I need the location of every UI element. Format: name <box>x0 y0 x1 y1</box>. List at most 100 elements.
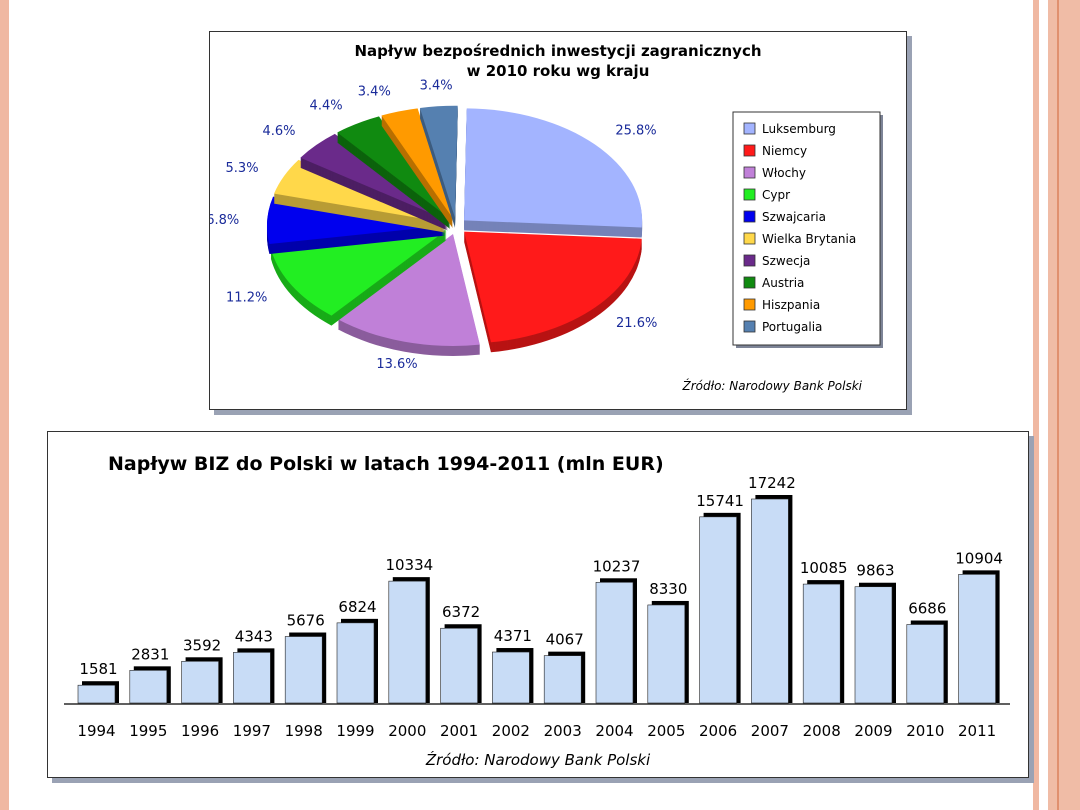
bar-rect <box>906 624 945 704</box>
bar-rect <box>751 498 789 704</box>
pie-value-label: 4.6% <box>262 124 295 139</box>
slide-border-right-inner <box>1033 0 1039 810</box>
bar-1997 <box>233 648 275 704</box>
pie-legend-label: Hiszpania <box>762 298 820 312</box>
bar-2002 <box>492 648 534 704</box>
bar-category-label: 2002 <box>492 722 530 740</box>
pie-legend-label: Niemcy <box>762 144 807 158</box>
bar-value-label: 10904 <box>955 549 1003 567</box>
pie-legend-label: Portugalia <box>762 320 822 334</box>
pie-legend-label: Wielka Brytania <box>762 232 856 246</box>
pie-legend-label: Luksemburg <box>762 122 836 136</box>
bar-title: Napływ BIZ do Polski w latach 1994-2011 … <box>108 453 664 475</box>
bar-value-label: 4067 <box>546 631 584 649</box>
bar-2010 <box>906 620 948 704</box>
bar-value-label: 8330 <box>649 580 687 598</box>
pie-legend-swatch <box>743 254 756 267</box>
bar-category-label: 2009 <box>854 722 892 740</box>
slide-border-left <box>0 0 9 810</box>
bar-rect <box>77 684 116 704</box>
bar-value-label: 10334 <box>385 556 433 574</box>
pie-legend-label: Szwecja <box>762 254 810 268</box>
bar-category-label: 2000 <box>388 722 426 740</box>
bar-1995 <box>129 666 171 704</box>
bar-value-label: 10085 <box>800 559 848 577</box>
bar-rect <box>440 627 478 704</box>
bar-source: Źródło: Narodowy Bank Polski <box>425 750 651 769</box>
pie-legend-swatch <box>743 122 756 135</box>
slide-border-right-outer <box>1048 0 1080 810</box>
bar-rect <box>336 622 375 704</box>
bar-2009 <box>854 582 896 704</box>
bar-category-label: 2007 <box>751 722 789 740</box>
bar-chart: Napływ BIZ do Polski w latach 1994-2011 … <box>64 453 1010 769</box>
bar-category-label: 1996 <box>181 722 219 740</box>
pie-slice-wielka-brytania <box>274 159 446 233</box>
bar-category-label: 2003 <box>544 722 582 740</box>
pie-chart-panel: Napływ bezpośrednich inwestycji zagranic… <box>209 31 907 410</box>
pie-value-label: 21.6% <box>616 316 657 331</box>
bar-rect <box>699 516 737 704</box>
bar-rect <box>388 580 427 704</box>
bar-category-label: 2006 <box>699 722 737 740</box>
bar-category-label: 1999 <box>336 722 374 740</box>
bar-2001 <box>440 624 482 704</box>
bar-category-label: 1994 <box>77 722 115 740</box>
bar-1998 <box>284 632 327 704</box>
slide-border-right-line <box>1057 0 1059 810</box>
pie-slices <box>267 105 643 356</box>
pie-slice-top <box>381 108 453 219</box>
bar-value-label: 15741 <box>696 492 744 510</box>
bar-value-label: 17242 <box>748 474 796 492</box>
bar-2004 <box>595 578 637 704</box>
pie-legend-swatch <box>743 298 756 311</box>
bar-value-label: 9863 <box>856 562 894 580</box>
pie-value-label: 13.6% <box>376 357 417 372</box>
pie-value-label: 6.8% <box>210 213 239 228</box>
pie-legend-swatch <box>743 144 756 157</box>
pie-legend-swatch <box>743 166 756 179</box>
pie-legend-swatch <box>743 320 756 333</box>
bar-category-label: 2004 <box>595 722 633 740</box>
bar-rect <box>595 581 634 704</box>
bar-2006 <box>699 512 741 704</box>
pie-legend-swatch <box>743 188 756 201</box>
pie-title-line-2: w 2010 roku wg kraju <box>467 62 650 80</box>
bar-rect <box>543 655 582 704</box>
bar-category-label: 1995 <box>129 722 167 740</box>
bar-category-label: 2011 <box>958 722 996 740</box>
pie-value-label: 3.4% <box>420 78 453 93</box>
pie-value-label: 4.4% <box>310 99 343 114</box>
pie-value-label: 11.2% <box>226 290 267 305</box>
bar-rect <box>492 651 530 704</box>
bar-rect <box>181 660 219 704</box>
pie-title-line-1: Napływ bezpośrednich inwestycji zagranic… <box>354 42 761 60</box>
pie-slice-top <box>338 233 480 346</box>
pie-legend-label: Włochy <box>762 166 806 180</box>
pie-legend-box <box>732 111 881 346</box>
pie-slice-top <box>270 230 447 316</box>
bar-2007 <box>751 495 793 704</box>
pie-slice-włochy <box>338 233 480 356</box>
bar-2005 <box>647 600 689 704</box>
bar-value-label: 4343 <box>235 627 273 645</box>
bar-category-label: 2001 <box>440 722 478 740</box>
bar-rect <box>233 652 271 704</box>
pie-legend-swatch <box>743 210 756 223</box>
bar-2003 <box>543 651 586 704</box>
pie-slice-cypr <box>270 230 447 326</box>
pie-slice-niemcy <box>464 231 642 353</box>
pie-slice-szwecja <box>300 133 448 231</box>
bar-value-label: 5676 <box>287 612 325 630</box>
bar-category-label: 2008 <box>803 722 841 740</box>
pie-slice-luksemburg <box>464 108 643 238</box>
bar-category-label: 1998 <box>285 722 323 740</box>
pie-slice-top <box>337 116 451 219</box>
bar-value-label: 10237 <box>593 557 641 575</box>
bar-value-label: 6686 <box>908 600 946 618</box>
bar-value-label: 2831 <box>131 645 169 663</box>
bar-rect <box>958 574 996 704</box>
bar-category-label: 2005 <box>647 722 685 740</box>
pie-legend-label: Austria <box>762 276 804 290</box>
bar-rect <box>284 636 323 704</box>
